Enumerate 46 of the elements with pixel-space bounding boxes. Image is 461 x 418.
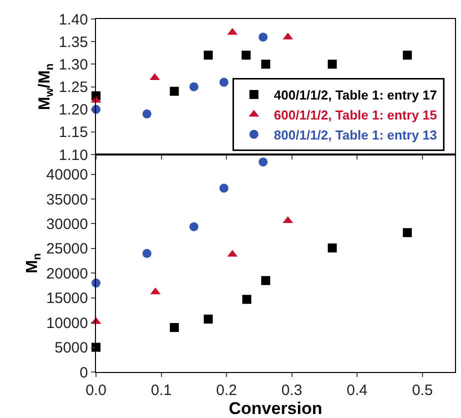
y-tick-label: 1.20 — [58, 102, 88, 119]
point — [258, 32, 268, 42]
x-tick-label: 0.5 — [412, 382, 433, 399]
point — [219, 78, 228, 87]
y-tick-label: 25000 — [46, 240, 88, 258]
point — [261, 276, 270, 286]
point — [170, 86, 179, 96]
point — [189, 82, 198, 92]
point — [328, 60, 337, 69]
point — [258, 157, 268, 166]
y-tick-label: 15000 — [46, 290, 88, 308]
point — [204, 314, 213, 324]
point — [328, 243, 337, 252]
y-tick-label: 1.35 — [58, 34, 88, 51]
point — [142, 248, 152, 258]
x-tick-label: 0.1 — [150, 382, 172, 399]
x-tick-label: 0.0 — [86, 382, 106, 399]
y-tick-label: 40000 — [46, 166, 88, 184]
y-tick-label: 1.15 — [58, 124, 88, 142]
y-tick-label: 5000 — [54, 340, 88, 357]
y-tick-label: 35000 — [46, 191, 88, 208]
point — [219, 184, 228, 193]
y-tick-label: 0 — [80, 364, 88, 382]
legend-label: 600/1/1/2, Table 1: entry 15 — [274, 107, 437, 122]
y-tick-label: 1.30 — [58, 56, 88, 74]
x-tick-label: 0.3 — [281, 382, 302, 399]
y-tick-label: 1.40 — [58, 11, 88, 28]
x-tick-label: 0.2 — [216, 382, 237, 399]
legend-label: 400/1/1/2, Table 1: entry 17 — [274, 88, 437, 103]
point — [261, 60, 270, 69]
point — [242, 294, 252, 304]
x-tick-label: 0.4 — [346, 382, 368, 399]
x-axis-title: Conversion — [228, 399, 322, 418]
point — [242, 50, 251, 60]
point — [189, 222, 198, 232]
point — [402, 228, 412, 238]
y-tick-label: 20000 — [46, 265, 88, 282]
y-tick-label: 30000 — [46, 216, 88, 233]
y-tick-label: 1.25 — [58, 79, 88, 96]
y-tick-label: 10000 — [46, 314, 88, 332]
point — [402, 50, 412, 60]
point — [170, 323, 179, 332]
point — [204, 50, 213, 60]
point — [142, 109, 152, 118]
y-tick-label: 1.10 — [58, 146, 88, 164]
legend-label: 800/1/1/2, Table 1: entry 13 — [274, 127, 437, 142]
